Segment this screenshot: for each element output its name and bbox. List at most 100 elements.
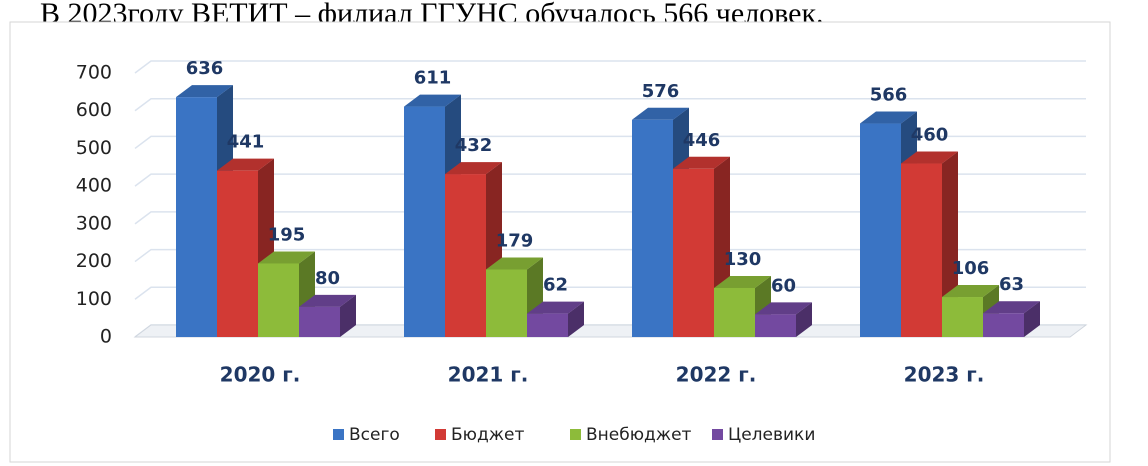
x-tick-label: 2022 г.	[676, 363, 757, 387]
y-tick-label: 400	[76, 175, 112, 197]
bar-top-shade	[445, 162, 502, 175]
bar-top	[527, 301, 584, 314]
grid-line	[134, 97, 1086, 112]
x-tick-label: 2020 г.	[220, 363, 301, 387]
bar-front	[860, 123, 901, 337]
bar-top	[714, 275, 771, 288]
bar	[755, 302, 812, 337]
legend-swatch	[435, 429, 446, 440]
value-label: 80	[315, 268, 340, 289]
bar-front	[445, 174, 486, 337]
bar-front	[632, 119, 673, 337]
bar-top	[299, 294, 356, 307]
bar-side-shade	[1024, 301, 1040, 337]
bar-top-shade	[527, 301, 584, 314]
legend-label: Бюджет	[451, 425, 525, 445]
grid-line	[134, 60, 1086, 74]
bar-top-shade	[632, 107, 689, 120]
y-tick-label: 0	[100, 326, 112, 348]
value-label: 441	[227, 132, 265, 153]
bar-front	[176, 97, 217, 337]
bar-top	[217, 158, 274, 171]
value-label: 460	[911, 125, 949, 146]
value-label: 432	[455, 135, 493, 156]
bar-side-shade	[568, 301, 584, 337]
bar-front	[942, 297, 983, 337]
value-label: 62	[543, 275, 568, 296]
value-label: 611	[414, 68, 452, 89]
legend-swatch	[570, 429, 581, 440]
x-tick-label: 2021 г.	[448, 363, 529, 387]
bar-top	[942, 285, 999, 298]
bar-top-shade	[217, 158, 274, 171]
bar-top	[983, 301, 1040, 314]
bar	[983, 301, 1040, 337]
y-tick-label: 700	[76, 62, 112, 84]
bar	[527, 301, 584, 337]
value-label: 60	[771, 275, 796, 296]
bar-front	[299, 306, 340, 337]
bar-top-shade	[755, 302, 812, 315]
bar-front	[673, 168, 714, 337]
bar-front	[258, 263, 299, 337]
legend-swatch	[333, 429, 344, 440]
value-label: 195	[268, 224, 306, 245]
x-tick-label: 2023 г.	[904, 363, 985, 387]
grid-line	[134, 286, 1086, 300]
bar-front	[217, 170, 258, 337]
bar-side	[1024, 301, 1040, 337]
bar-front	[404, 106, 445, 338]
bar-top-shade	[404, 94, 461, 107]
value-label: 63	[999, 274, 1024, 295]
bar-front	[714, 287, 755, 337]
bar-front	[527, 313, 568, 337]
bar-front	[983, 313, 1024, 337]
bar	[299, 294, 356, 337]
y-tick-label: 200	[76, 250, 112, 272]
bar-top	[404, 94, 461, 107]
value-label: 446	[683, 130, 721, 151]
y-tick-label: 600	[76, 99, 112, 121]
bar-top-shade	[299, 294, 356, 307]
bar-front	[901, 163, 942, 337]
value-label: 179	[496, 230, 534, 251]
legend-label: Внебюджет	[586, 425, 692, 445]
bar-side	[796, 302, 812, 337]
bar-side	[568, 301, 584, 337]
bar-top	[901, 151, 958, 164]
grid-line	[134, 211, 1086, 225]
value-label: 566	[870, 85, 908, 106]
bar-side-shade	[796, 302, 812, 337]
grid-line	[134, 173, 1086, 187]
y-tick-label: 500	[76, 137, 112, 159]
bar-top-shade	[714, 275, 771, 288]
bar-top	[486, 257, 543, 270]
bar-front	[486, 269, 527, 337]
bar-top	[445, 162, 502, 175]
bar-top	[673, 156, 730, 169]
value-label: 130	[724, 249, 762, 270]
y-tick-label: 300	[76, 212, 112, 234]
value-label: 636	[186, 58, 224, 79]
bar-top-shade	[942, 285, 999, 298]
legend-label: Всего	[349, 425, 400, 445]
bar-front	[755, 314, 796, 337]
bar-top-shade	[486, 257, 543, 270]
value-label: 106	[952, 258, 990, 279]
y-tick-label: 100	[76, 288, 112, 310]
bar-top-shade	[901, 151, 958, 164]
grid-line	[134, 248, 1086, 263]
bar-top-shade	[983, 301, 1040, 314]
bar-top	[258, 251, 315, 264]
bar-top	[632, 107, 689, 120]
bar-top	[860, 111, 917, 124]
bar-side	[340, 294, 356, 337]
bar-top	[755, 302, 812, 315]
legend-label: Целевики	[728, 425, 815, 445]
grid-line	[134, 135, 1086, 150]
bar-top-shade	[673, 156, 730, 169]
legend-swatch	[712, 429, 723, 440]
bar-top-shade	[176, 85, 233, 98]
value-label: 576	[642, 81, 680, 102]
bar-top-shade	[860, 111, 917, 124]
